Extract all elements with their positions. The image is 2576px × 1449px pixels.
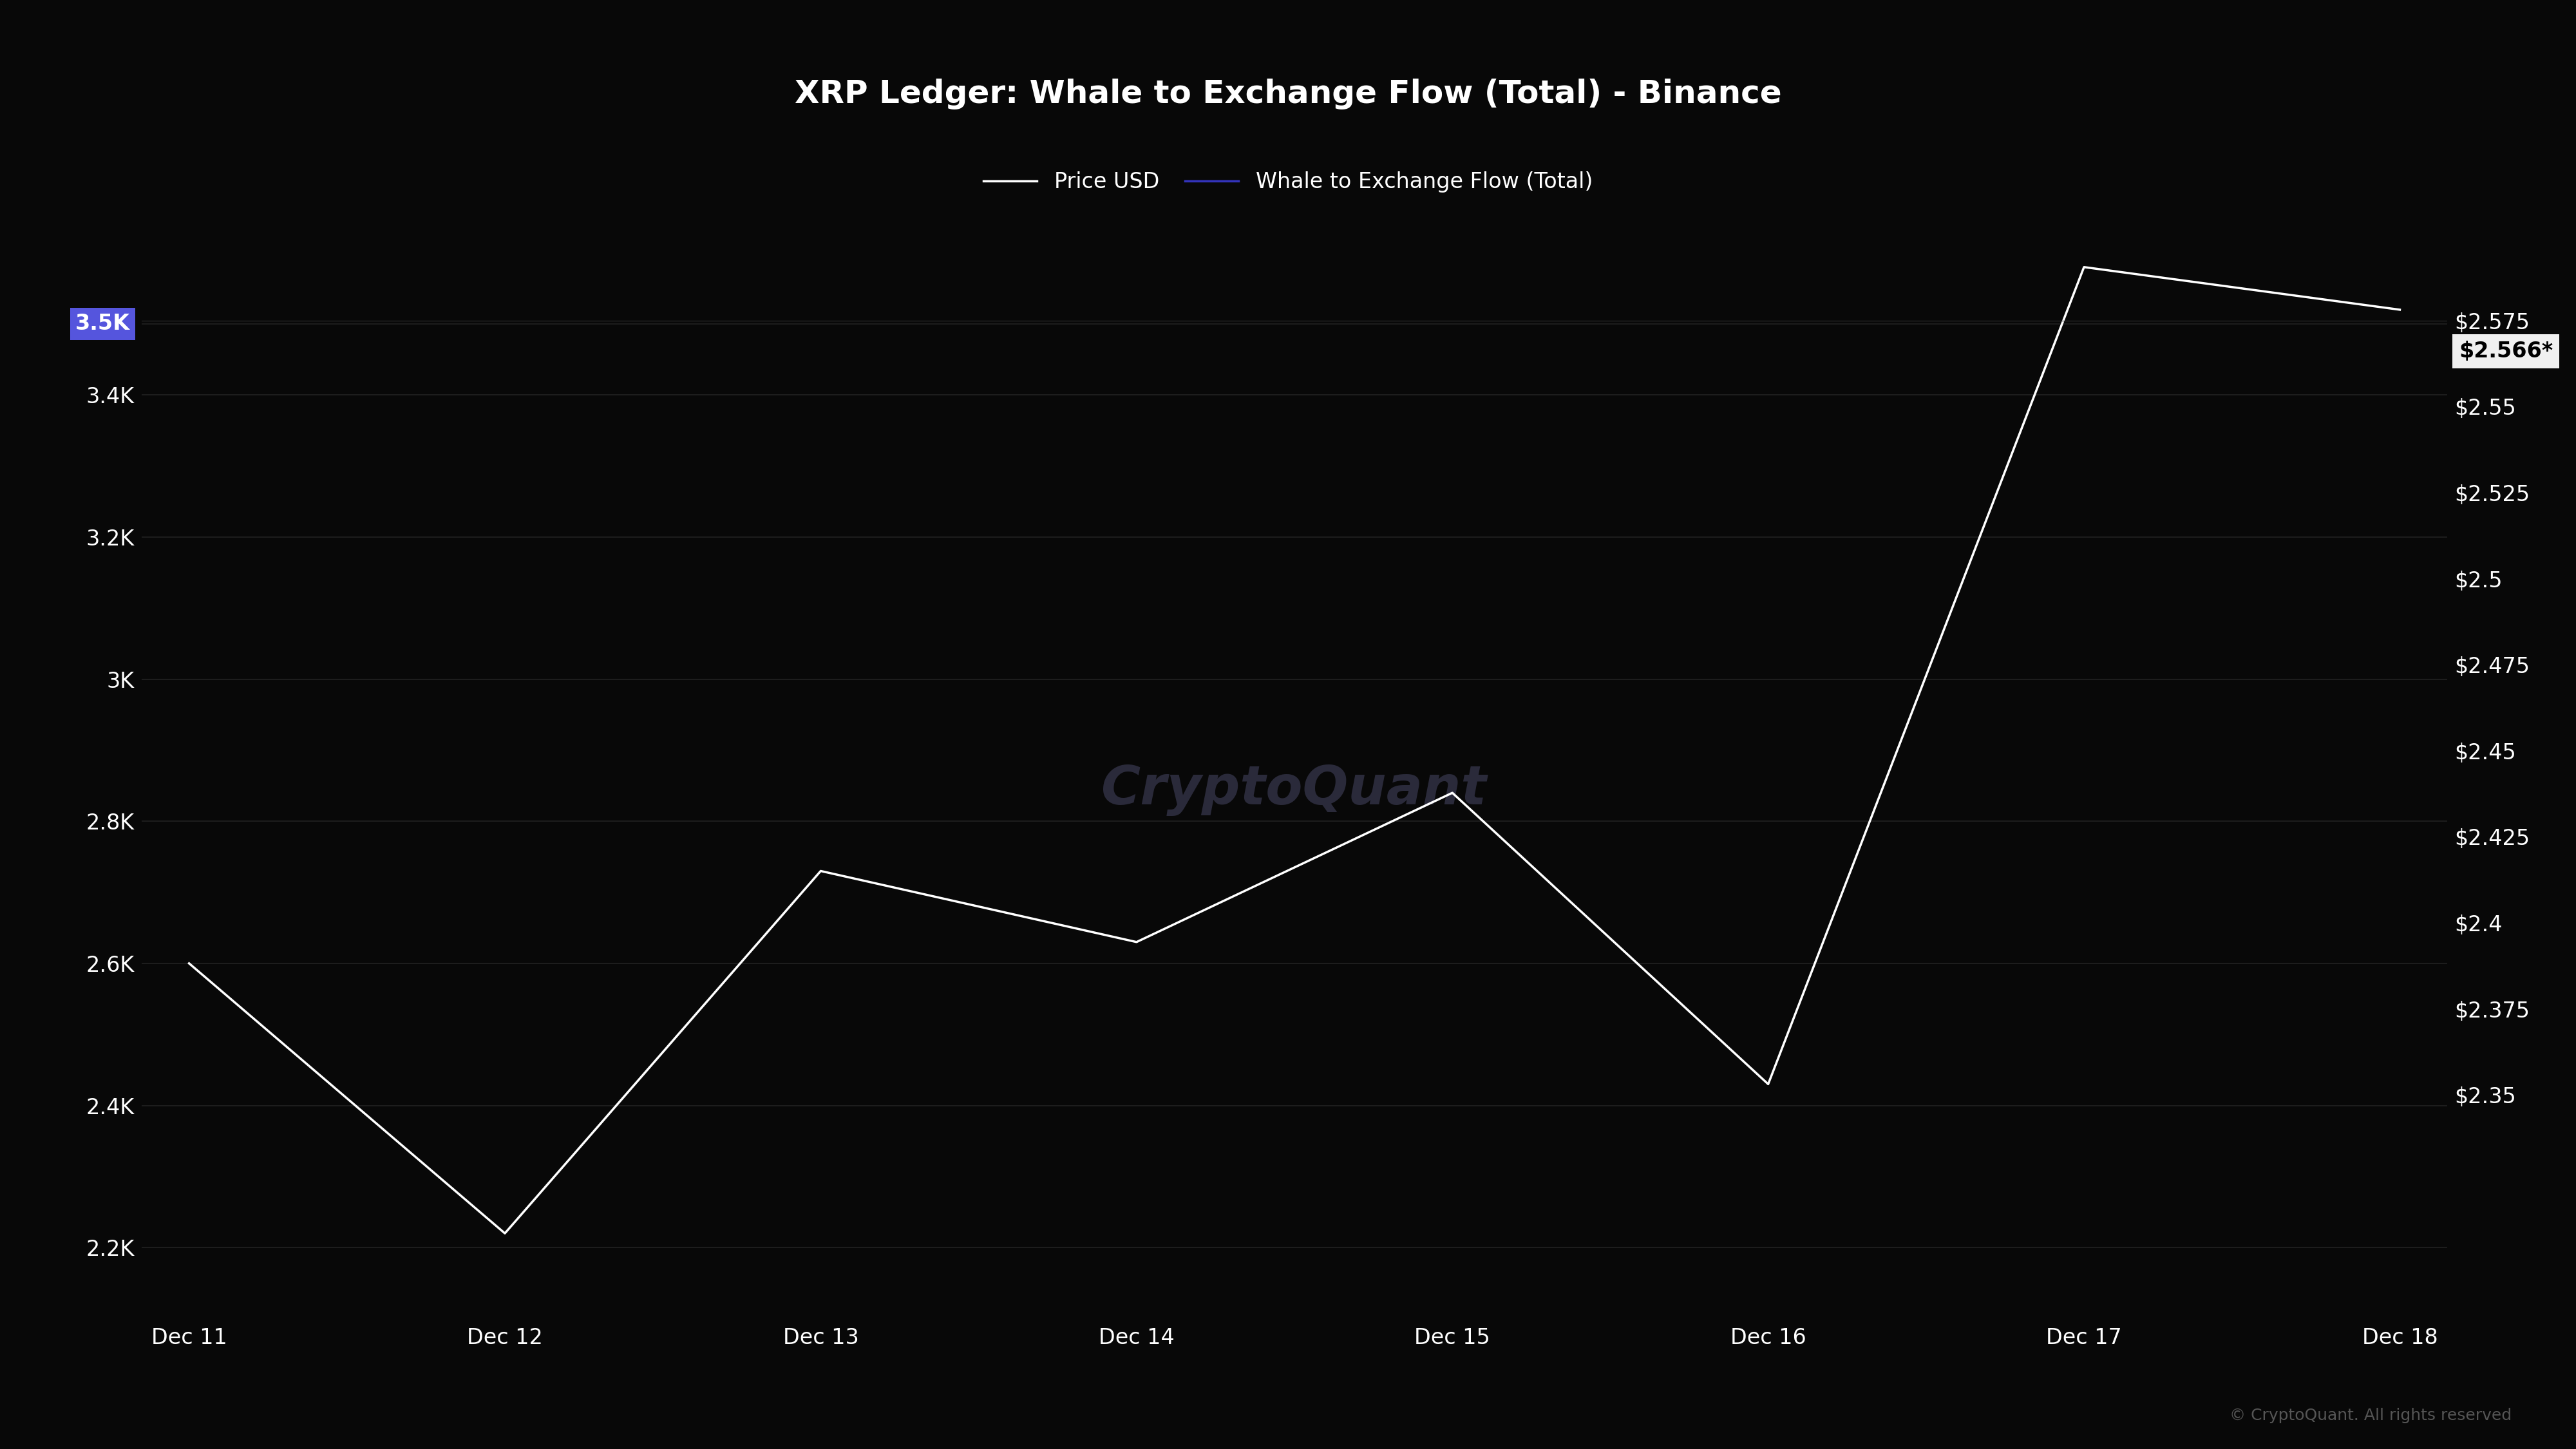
- Text: 3.5K: 3.5K: [75, 313, 131, 335]
- Legend: Price USD, Whale to Exchange Flow (Total): Price USD, Whale to Exchange Flow (Total…: [974, 162, 1602, 201]
- Text: $2.566*: $2.566*: [2458, 341, 2553, 362]
- Text: XRP Ledger: Whale to Exchange Flow (Total) - Binance: XRP Ledger: Whale to Exchange Flow (Tota…: [793, 78, 1783, 110]
- Text: © CryptoQuant. All rights reserved: © CryptoQuant. All rights reserved: [2228, 1407, 2512, 1423]
- Text: CryptoQuant: CryptoQuant: [1103, 764, 1486, 816]
